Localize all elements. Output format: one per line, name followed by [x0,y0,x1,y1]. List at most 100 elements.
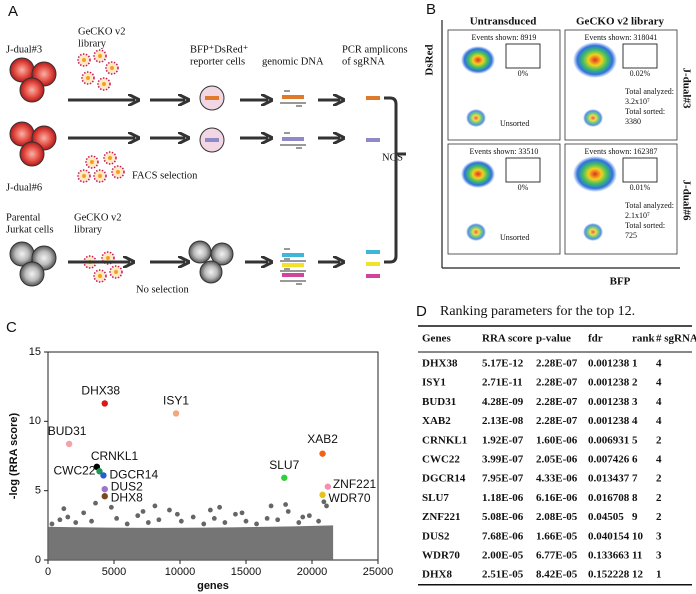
table-cell: 2 [656,473,662,485]
table-cell: 2.28E-07 [536,377,578,389]
events-label: Events shown: 162387 [585,147,658,156]
table-cell: CRNKL1 [422,434,467,446]
table-title: Ranking parameters for the top 12. [440,304,635,319]
table-cell: 4 [656,454,662,466]
events-label: Events shown: 8919 [472,33,537,42]
point-label: CRNKL1 [91,449,139,463]
point [300,514,306,520]
virus-core [82,58,86,62]
label: of sgRNA [342,56,385,67]
table-cell: 2.08E-05 [536,511,578,523]
plot-note: Unsorted [500,233,529,242]
plot-note: 3380 [625,117,641,126]
dna [282,273,304,277]
axis-label: BFP [610,276,631,288]
table-cell: 0.001238 [588,377,630,389]
point [316,518,321,524]
table-cell: DGCR14 [422,473,466,485]
panel-letter: A [8,3,18,20]
virus-core [106,256,110,260]
dna [282,137,304,141]
events-label: Events shown: 33510 [470,147,539,156]
amplicon [366,250,380,254]
point [264,516,270,521]
virus-core [86,76,90,80]
table-cell: 0.013437 [588,473,630,485]
point [324,503,329,509]
point [140,509,146,514]
label: GeCKO v2 [78,26,126,37]
table-cell: 2.71E-11 [482,377,523,389]
point [61,506,67,512]
schematic [9,49,406,287]
table-cell: 4 [632,415,638,427]
table-cell: 0.016708 [588,492,630,504]
x-tick-label: 10000 [165,566,196,578]
virus-core [90,160,94,164]
table-cell: 1 [632,358,638,370]
table-cell: 4 [656,415,662,427]
table-cell: 2.05E-06 [536,454,578,466]
cell-population [466,223,486,241]
label: library [78,38,107,49]
virus-core [116,170,120,174]
dna [282,263,304,267]
table-cell: 6.16E-06 [536,492,578,504]
point [73,520,79,525]
table-cell: 2 [656,434,662,446]
table-cell: 4 [656,358,662,370]
table-cell: 0.133663 [588,550,630,562]
label: GeCKO v2 [74,212,122,223]
x-tick-label: 20000 [297,566,328,578]
plot-note: 3.2x10⁷ [625,97,650,106]
table-cell: 0.001238 [588,358,630,370]
y-axis-label: -log (RRA score) [8,412,20,499]
point [207,507,213,513]
point [101,400,108,407]
y-tick-label: 5 [35,485,41,497]
table-cell: 1.60E-06 [536,434,578,446]
table-cell: 1.66E-05 [536,530,578,542]
gate [622,43,658,69]
point-label: WDR70 [329,491,371,505]
table-cell: 3.99E-07 [482,454,524,466]
table-cell: DHX38 [422,358,458,370]
point [124,521,130,527]
table-cell: 2 [656,511,662,523]
virus-core [82,174,86,178]
amplicon [366,274,380,278]
table-cell: 9 [632,511,638,523]
table-cell: 5 [632,434,638,446]
cell-population [461,160,495,188]
dna-strand [280,268,306,285]
cell [19,261,45,287]
table-cell: 5.17E-12 [482,358,524,370]
point [222,520,228,525]
reporter-mark [205,138,219,142]
point [65,514,71,520]
point [296,520,302,525]
gate-label: 0% [518,69,529,78]
table-cell: 2 [656,492,662,504]
plot-note: Unsorted [500,119,529,128]
gate [622,157,658,183]
label: NGS [382,152,403,163]
point [281,474,288,481]
point [239,510,245,516]
point [201,521,207,527]
point [57,517,63,523]
panel-d: D Ranking parameters for the top 12. Gen… [416,303,696,586]
label: reporter cells [190,56,245,67]
table-cell: 0.04505 [588,511,624,523]
flow-plots: Events shown: 8919 0% Unsorted Events shown… [447,29,678,255]
table-cell: XAB2 [422,415,451,427]
table-cell: 0.001238 [588,415,630,427]
gene-cloud [48,525,334,560]
table-cell: SLU7 [422,492,449,504]
table-header: p-value [536,333,571,345]
plot-frame [447,143,561,255]
panel-a: A J-dual#3 J-dual#6 GeCKO v2 library BFP… [6,3,408,295]
table-cell: 4.28E-09 [482,396,524,408]
point [152,503,158,509]
